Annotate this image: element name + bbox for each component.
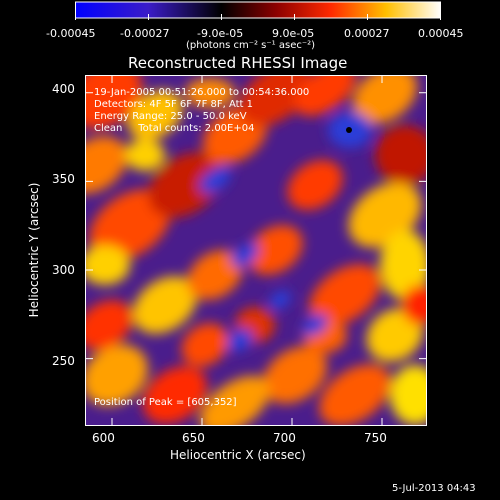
heatmap-blob: [187, 250, 243, 300]
heatmap-blob: [199, 166, 231, 194]
heatmap-blob: [127, 90, 183, 140]
heatmap-blob: [85, 245, 130, 285]
y-tick-label: 350: [52, 172, 75, 186]
heatmap-blob: [309, 264, 381, 326]
annotation-time-range: 19-Jan-2005 00:51:26.000 to 00:54:36.000: [94, 87, 310, 98]
heatmap-blob: [390, 365, 427, 425]
annotation-clean-counts: Clean Total counts: 2.00E+04: [94, 123, 255, 134]
heatmap-blob: [380, 230, 427, 300]
heatmap-blob: [352, 75, 418, 124]
colorbar-gradient: [75, 1, 441, 19]
heatmap-blob: [148, 152, 222, 218]
colorbar-tick-label: 9.0e-05: [272, 27, 315, 40]
peak-marker: [346, 127, 352, 133]
y-tick-label: 400: [52, 82, 75, 96]
plot-title: Reconstructed RHESSI Image: [128, 54, 348, 72]
x-tick-label: 750: [364, 431, 387, 445]
colorbar-tick-label: 0.00027: [344, 27, 390, 40]
heatmap-blob: [89, 189, 171, 261]
colorbar-tick-label: -0.00045: [46, 27, 96, 40]
heatmap-blob: [181, 323, 229, 367]
heatmap-blob: [287, 160, 343, 210]
heatmap-blob: [85, 136, 128, 194]
x-tick-label: 700: [273, 431, 296, 445]
heatmap-blob: [85, 75, 143, 129]
heatmap-blob: [294, 75, 356, 116]
colorbar-tick-label: -9.0e-05: [197, 27, 244, 40]
heatmap-blob: [85, 300, 133, 350]
annotation-peak-position: Position of Peak = [605,352]: [94, 397, 237, 408]
heatmap-blob: [199, 375, 271, 426]
heatmap-blob: [402, 285, 427, 325]
heatmap-blob: [185, 78, 235, 108]
heatmap-blob: [227, 328, 253, 352]
colorbar-units: (photons cm⁻² s⁻¹ asec⁻²): [186, 40, 316, 51]
heatmap-blob: [262, 346, 328, 404]
heatmap-blob: [85, 344, 148, 406]
colorbar-tick-label: -0.00027: [120, 27, 170, 40]
x-tick-label: 600: [92, 431, 115, 445]
heatmap-blob: [132, 276, 198, 334]
x-axis-label: Heliocentric X (arcsec): [170, 448, 306, 462]
x-tick-label: 650: [182, 431, 205, 445]
y-axis-label: Heliocentric Y (arcsec): [27, 182, 41, 318]
heatmap: [85, 75, 427, 426]
y-tick-label: 300: [52, 263, 75, 277]
annotation-energy-range: Energy Range: 25.0 - 50.0 keV: [94, 111, 247, 122]
image-plot: [85, 75, 427, 426]
heatmap-blob: [375, 125, 427, 185]
heatmap-blob: [269, 290, 291, 310]
timestamp: 5-Jul-2013 04:43: [392, 483, 476, 494]
heatmap-blob: [230, 243, 260, 267]
annotation-detectors: Detectors: 4F 5F 6F 7F 8F, Att 1: [94, 99, 254, 110]
heatmap-blob: [366, 308, 424, 362]
y-tick-label: 250: [52, 354, 75, 368]
colorbar: [75, 1, 441, 20]
heatmap-blob: [302, 314, 328, 336]
heatmap-blob: [247, 225, 303, 275]
heatmap-blob: [319, 364, 391, 426]
heatmap-blob: [125, 139, 165, 171]
colorbar-tick-label: 0.00045: [418, 27, 464, 40]
heatmap-blob: [239, 75, 311, 126]
heatmap-blob: [142, 366, 208, 424]
